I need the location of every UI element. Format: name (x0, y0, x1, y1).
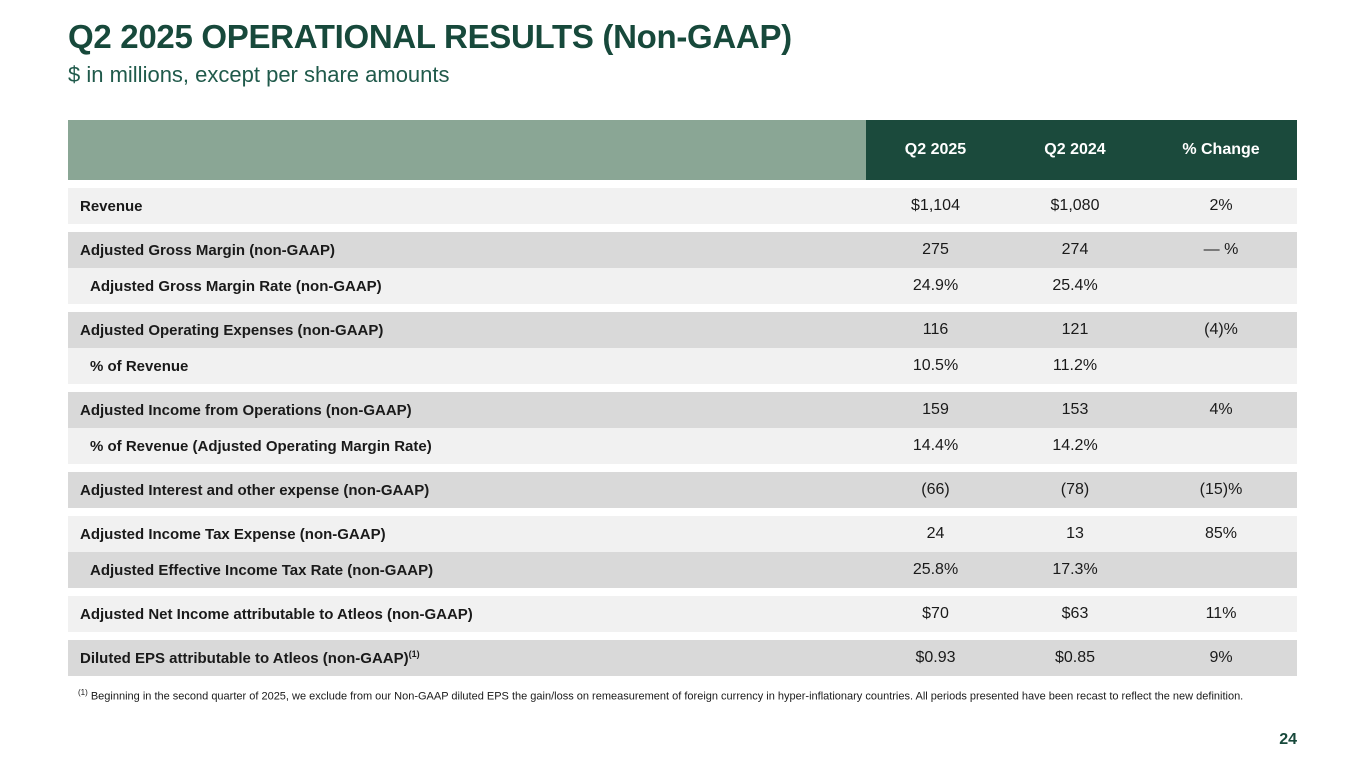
table-row-adj-gross-margin-rate: Adjusted Gross Margin Rate (non-GAAP) 24… (68, 268, 1297, 304)
cell-q2-2024: 121 (1061, 321, 1089, 338)
table-row-adj-gross-margin: Adjusted Gross Margin (non-GAAP) 275 274… (68, 232, 1297, 268)
row-label: Adjusted Income Tax Expense (non-GAAP) (80, 525, 386, 543)
table-row-diluted-eps: Diluted EPS attributable to Atleos (non-… (68, 640, 1297, 676)
cell-q2-2025: 25.8% (912, 561, 959, 578)
table-row-revenue: Revenue $1,104 $1,080 2% (68, 188, 1297, 224)
column-header-q2-2024: Q2 2024 (1005, 120, 1145, 180)
cell-pct-change: 85% (1204, 525, 1238, 542)
table-row-adj-effective-tax-rate: Adjusted Effective Income Tax Rate (non-… (68, 552, 1297, 588)
cell-q2-2025: (66) (921, 481, 950, 498)
cell-q2-2024: 25.4% (1052, 277, 1098, 294)
cell-q2-2025: 24.9% (912, 277, 959, 294)
cell-q2-2025: 116 (922, 321, 949, 338)
cell-pct-change: — % (1203, 241, 1239, 258)
cell-q2-2025: 14.4% (912, 437, 959, 454)
cell-pct-change: 2% (1209, 197, 1233, 214)
cell-q2-2025: 24 (926, 525, 945, 542)
column-header-q2-2025: Q2 2025 (866, 120, 1005, 180)
cell-q2-2024: 17.3% (1052, 561, 1098, 578)
cell-pct-change: 4% (1209, 401, 1233, 418)
table-row-pct-of-revenue-opex: % of Revenue 10.5% 11.2% (68, 348, 1297, 384)
page-number: 24 (1279, 731, 1297, 748)
results-table: Q2 2025 Q2 2024 % Change Revenue $1,104 … (68, 120, 1297, 676)
footnote-text: Beginning in the second quarter of 2025,… (87, 690, 1244, 703)
table-header-spacer (68, 120, 866, 180)
row-label: Diluted EPS attributable to Atleos (non-… (68, 649, 866, 667)
table-row-adj-income-tax-expense: Adjusted Income Tax Expense (non-GAAP) 2… (68, 516, 1297, 552)
cell-q2-2025: 275 (922, 241, 949, 258)
table-header: Q2 2025 Q2 2024 % Change (68, 120, 1297, 180)
cell-pct-change: 11% (1205, 605, 1237, 622)
cell-q2-2024: $1,080 (1050, 197, 1100, 214)
row-label: Adjusted Net Income attributable to Atle… (80, 605, 473, 623)
table-row-adj-income-from-operations: Adjusted Income from Operations (non-GAA… (68, 392, 1297, 428)
cell-pct-change: (15)% (1199, 481, 1243, 498)
page-subtitle: $ in millions, except per share amounts (68, 62, 450, 87)
footnote: (1) Beginning in the second quarter of 2… (78, 688, 1290, 704)
footnote-marker: (1) (78, 688, 88, 697)
cell-q2-2024: $0.85 (1054, 649, 1096, 666)
cell-q2-2024: (78) (1060, 481, 1090, 498)
row-label: Adjusted Gross Margin (non-GAAP) (80, 241, 335, 259)
cell-q2-2025: $1,104 (911, 197, 960, 214)
cell-pct-change: 9% (1209, 649, 1233, 666)
row-label: Adjusted Operating Expenses (non-GAAP) (80, 321, 384, 339)
cell-q2-2025: $70 (922, 605, 949, 622)
cell-q2-2024: $63 (1061, 605, 1089, 622)
row-label: % of Revenue (Adjusted Operating Margin … (90, 437, 432, 455)
column-header-pct-change: % Change (1145, 120, 1297, 180)
row-label: Revenue (80, 197, 143, 215)
row-label: Adjusted Effective Income Tax Rate (non-… (90, 561, 434, 579)
table-row-adj-operating-expenses: Adjusted Operating Expenses (non-GAAP) 1… (68, 312, 1297, 348)
row-label: Adjusted Gross Margin Rate (non-GAAP) (90, 277, 382, 295)
cell-q2-2024: 11.2% (1052, 357, 1098, 374)
table-row-adj-interest-other-expense: Adjusted Interest and other expense (non… (68, 472, 1297, 508)
cell-q2-2025: 10.5% (912, 357, 959, 374)
table-row-adj-operating-margin-rate: % of Revenue (Adjusted Operating Margin … (68, 428, 1297, 464)
page-title: Q2 2025 OPERATIONAL RESULTS (Non-GAAP) (68, 18, 792, 55)
cell-q2-2024: 14.2% (1052, 437, 1098, 454)
table-row-adj-net-income: Adjusted Net Income attributable to Atle… (68, 596, 1297, 632)
row-label-text: Diluted EPS attributable to Atleos (non-… (80, 650, 409, 667)
row-label: % of Revenue (90, 357, 189, 375)
cell-q2-2025: 159 (922, 401, 949, 418)
cell-q2-2025: $0.93 (915, 649, 956, 666)
footnote-marker: (1) (408, 649, 420, 659)
cell-q2-2024: 274 (1061, 241, 1089, 258)
table-body: Revenue $1,104 $1,080 2% Adjusted Gross … (68, 188, 1297, 676)
cell-pct-change: (4)% (1204, 321, 1238, 338)
cell-q2-2024: 153 (1061, 401, 1089, 418)
row-label: Adjusted Interest and other expense (non… (80, 481, 430, 499)
row-label: Adjusted Income from Operations (non-GAA… (80, 401, 412, 419)
cell-q2-2024: 13 (1066, 525, 1084, 542)
